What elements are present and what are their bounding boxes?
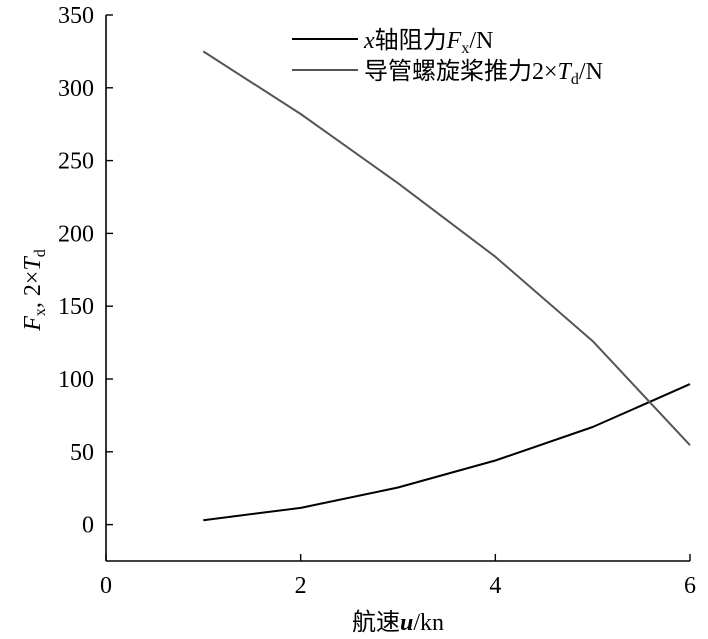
y-tick-label: 50 (70, 440, 94, 466)
x-tick-label: 2 (295, 573, 307, 599)
x-tick-label: 0 (100, 573, 112, 599)
y-tick-label: 350 (58, 3, 94, 29)
series-line-resistance (203, 383, 691, 522)
legend-label-resistance: x轴阻力Fx/N (363, 27, 493, 57)
series-layer (202, 50, 691, 522)
axes (105, 15, 690, 562)
x-axis-label: 航速u/kn (352, 609, 444, 636)
y-tick-label: 150 (58, 294, 94, 320)
y-tick-label: 100 (58, 367, 94, 393)
y-tick-label: 0 (82, 513, 94, 539)
x-tick-label: 4 (489, 573, 501, 599)
y-axis-ticks: 0 50 100 150 200 250 300 350 (58, 3, 113, 539)
y-tick-label: 300 (58, 76, 94, 102)
x-axis-ticks: 0 2 4 6 (100, 554, 696, 599)
x-tick-label: 6 (684, 573, 696, 599)
series-line-thrust (202, 50, 691, 446)
legend: x轴阻力Fx/N 导管螺旋桨推力2×Td/N (292, 27, 603, 88)
y-tick-label: 250 (58, 149, 94, 175)
y-axis-label: Fx, 2×Td (20, 249, 49, 332)
y-tick-label: 200 (58, 221, 94, 247)
legend-label-thrust: 导管螺旋桨推力2×Td/N (364, 58, 603, 88)
